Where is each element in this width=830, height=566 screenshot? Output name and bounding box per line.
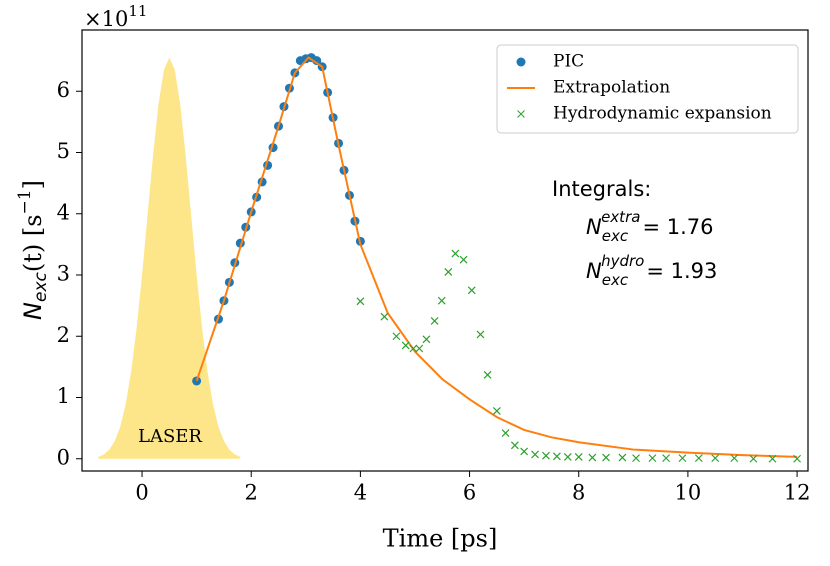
- point: [459, 255, 468, 264]
- y-tick-label: 5: [57, 139, 70, 163]
- point: [574, 452, 583, 461]
- point: [542, 451, 550, 460]
- point: [520, 447, 529, 456]
- ann-sup: extra: [601, 208, 640, 226]
- point: [694, 454, 703, 463]
- ann-symbol: N: [586, 259, 602, 283]
- ann-sub: exc: [602, 227, 629, 245]
- x-tick-label: 2: [245, 481, 258, 505]
- point: [531, 450, 539, 459]
- point: [510, 441, 519, 450]
- point: [415, 344, 424, 353]
- point: [602, 453, 610, 462]
- y-label-sub: exc: [31, 272, 51, 303]
- legend-label: Extrapolation: [553, 78, 670, 98]
- point: [588, 453, 597, 462]
- point: [437, 296, 446, 305]
- x-tick-label: 12: [784, 481, 811, 505]
- ann-eq: = 1.93: [646, 259, 717, 283]
- ann-sub: exc: [602, 271, 629, 289]
- point: [749, 454, 758, 463]
- x-tick-label: 4: [354, 481, 367, 505]
- point: [648, 454, 657, 463]
- legend-swatch: [516, 57, 526, 67]
- point: [662, 454, 670, 463]
- plot-frame: [81, 29, 809, 472]
- y-tick-label: 1: [57, 384, 70, 408]
- annotation: Nexcextra= 1.76: [586, 208, 713, 245]
- legend-box: [496, 44, 799, 134]
- offset-text: ×1011: [84, 2, 147, 31]
- x-tick-label: 8: [572, 481, 585, 505]
- point: [356, 297, 365, 306]
- annotation: Nexchydro= 1.93: [586, 252, 717, 289]
- legend-label: Hydrodynamic expansion: [553, 104, 772, 124]
- ann-symbol: N: [586, 215, 602, 239]
- point: [476, 330, 485, 339]
- point: [563, 452, 572, 461]
- ann-sup: hydro: [601, 252, 644, 270]
- x-tick-label: 10: [675, 481, 702, 505]
- y-label-symbol: N: [19, 302, 47, 320]
- point: [467, 286, 476, 295]
- point: [483, 370, 492, 379]
- point: [451, 249, 460, 258]
- y-label-sup: −1: [15, 189, 35, 214]
- point: [392, 332, 401, 341]
- point: [312, 56, 322, 66]
- x-axis-label: Time [ps]: [383, 525, 498, 553]
- y-tick-label: 0: [57, 445, 70, 469]
- annotation: LASER: [138, 426, 202, 447]
- point: [730, 454, 739, 463]
- y-label-arg: (t) [s: [19, 214, 47, 272]
- point: [552, 452, 561, 461]
- legend-label: PIC: [553, 52, 584, 72]
- y-tick-label: 3: [57, 262, 70, 286]
- annotation: Integrals:: [552, 177, 651, 201]
- point: [380, 312, 389, 321]
- point: [618, 453, 627, 462]
- offset-exp: 11: [128, 2, 147, 20]
- y-tick-label: 2: [57, 323, 70, 347]
- point: [401, 341, 410, 350]
- y-tick-label: 4: [57, 200, 70, 224]
- y-tick-label: 6: [57, 78, 70, 102]
- point: [768, 454, 777, 463]
- point: [711, 454, 720, 463]
- ann-eq: = 1.76: [642, 215, 713, 239]
- y-label-close: ]: [19, 180, 47, 189]
- point: [422, 335, 431, 344]
- point: [793, 454, 802, 463]
- line: [195, 56, 798, 458]
- point: [409, 344, 418, 353]
- point: [678, 454, 687, 463]
- laser-area: [98, 57, 241, 459]
- point: [492, 407, 501, 415]
- point: [632, 454, 640, 463]
- point: [501, 429, 510, 437]
- point: [444, 268, 453, 276]
- legend-swatch: [517, 110, 525, 118]
- y-axis-label: Nexc(t) [s−1]: [15, 180, 52, 320]
- x-tick-label: 0: [135, 481, 148, 505]
- x-tick-label: 6: [463, 481, 476, 505]
- offset-base: ×10: [84, 7, 128, 31]
- point: [430, 317, 439, 325]
